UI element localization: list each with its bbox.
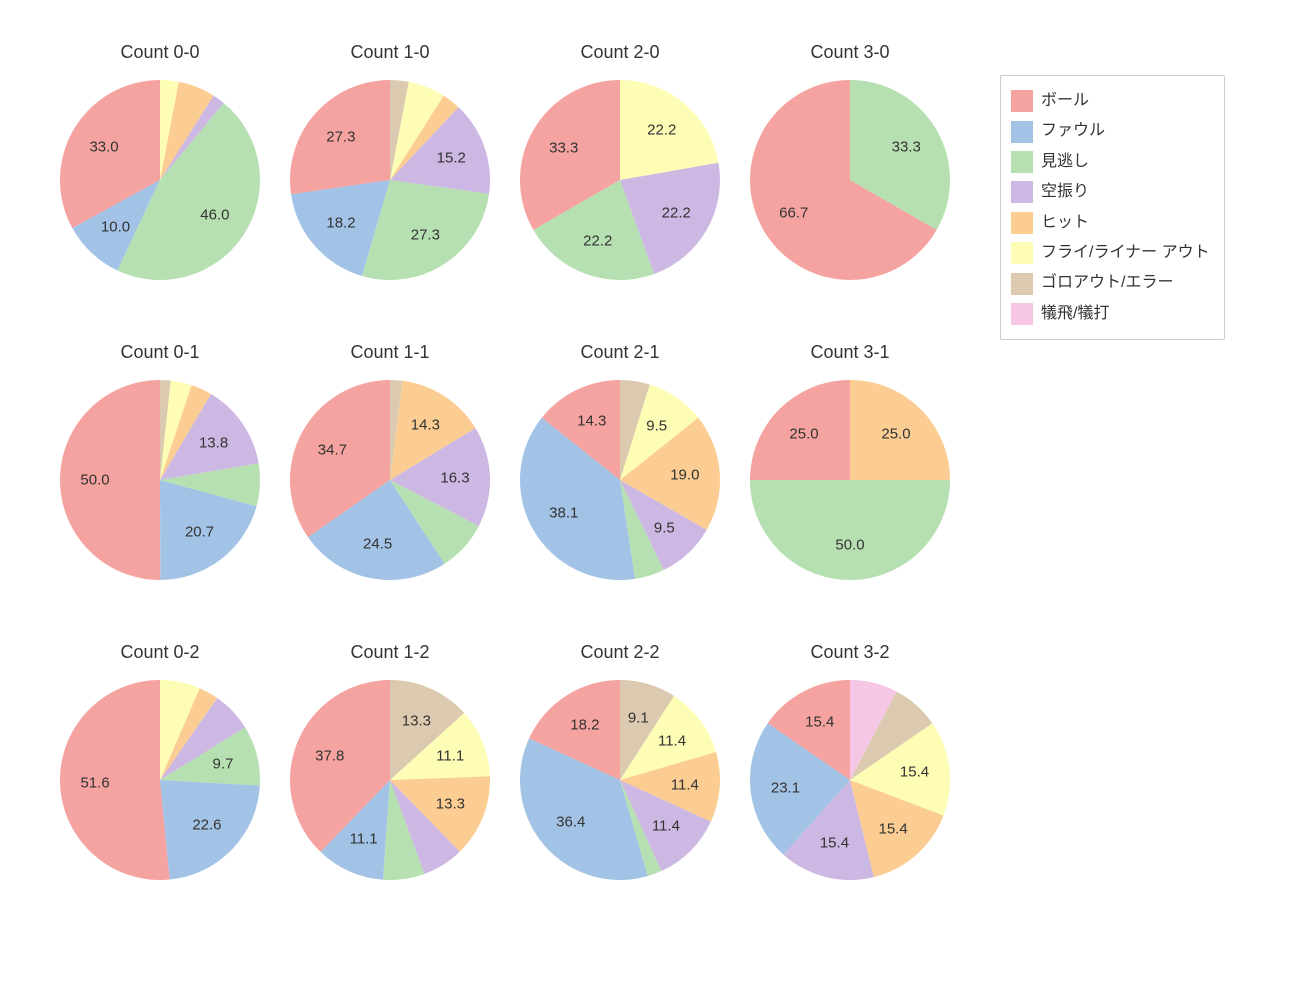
pie-slice-label: 14.3 — [411, 417, 440, 434]
pie-slice-look — [750, 480, 950, 580]
pie-slice-label: 50.0 — [80, 472, 109, 489]
figure: Count 0-0 33.0 10.0 46.0 Count 1-0 27.3 18.2 27… — [0, 0, 1300, 1000]
chart-title: Count 1-0 — [280, 42, 500, 63]
chart-title: Count 2-1 — [510, 342, 730, 363]
pie-slice-label: 14.3 — [577, 413, 606, 430]
pie-slice-label: 50.0 — [835, 537, 864, 554]
legend-label: ボール — [1041, 86, 1089, 116]
pie-slice-label: 11.4 — [652, 818, 680, 835]
pie-slice-label: 19.0 — [670, 467, 699, 484]
pie-slice-label: 18.2 — [326, 214, 355, 231]
legend-item: 空振り — [1011, 177, 1210, 207]
pie-slice-label: 33.3 — [549, 139, 578, 156]
legend-swatch — [1011, 242, 1033, 264]
pie-chart — [750, 80, 950, 280]
pie-slice-label: 38.1 — [549, 504, 578, 521]
pie-slice-label: 46.0 — [200, 206, 229, 223]
pie-slice-label: 22.6 — [192, 816, 221, 833]
pie-slice-label: 11.1 — [436, 747, 464, 764]
legend-swatch — [1011, 151, 1033, 173]
chart-title: Count 1-1 — [280, 342, 500, 363]
pie-slice-label: 9.7 — [213, 755, 234, 772]
legend-label: 犠飛/犠打 — [1041, 299, 1109, 329]
legend-swatch — [1011, 273, 1033, 295]
pie-slice-label: 13.8 — [199, 435, 228, 452]
chart-title: Count 0-2 — [50, 642, 270, 663]
pie-chart — [290, 680, 490, 880]
pie-slice-label: 33.3 — [892, 139, 921, 156]
pie-slice-label: 15.4 — [900, 764, 929, 781]
chart-title: Count 3-2 — [740, 642, 960, 663]
pie-slice-label: 24.5 — [363, 535, 392, 552]
pie-slice-label: 15.2 — [437, 150, 466, 167]
legend-label: フライ/ライナー アウト — [1041, 238, 1210, 268]
pie-slice-label: 23.1 — [771, 779, 800, 796]
legend-swatch — [1011, 181, 1033, 203]
legend-swatch — [1011, 121, 1033, 143]
chart-title: Count 0-1 — [50, 342, 270, 363]
pie-chart — [60, 80, 260, 280]
pie-slice-label: 11.1 — [350, 831, 378, 848]
pie-slice-ball — [60, 380, 160, 580]
pie-slice-label: 27.3 — [411, 226, 440, 243]
pie-slice-label: 22.2 — [662, 204, 691, 221]
pie-chart — [290, 80, 490, 280]
pie-slice-label: 10.0 — [101, 219, 130, 236]
pie-slice-label: 11.4 — [671, 776, 699, 793]
legend: ボールファウル見逃し空振りヒットフライ/ライナー アウトゴロアウト/エラー犠飛/… — [1000, 75, 1225, 340]
pie-slice-label: 27.3 — [326, 129, 355, 146]
pie-slice-label: 9.5 — [646, 418, 667, 435]
legend-item: ボール — [1011, 86, 1210, 116]
legend-label: ファウル — [1041, 116, 1105, 146]
pie-slice-label: 13.3 — [402, 712, 431, 729]
legend-label: 見逃し — [1041, 147, 1089, 177]
pie-slice-label: 37.8 — [315, 747, 344, 764]
chart-title: Count 3-0 — [740, 42, 960, 63]
legend-item: ゴロアウト/エラー — [1011, 268, 1210, 298]
pie-slice-label: 51.6 — [80, 775, 109, 792]
legend-label: 空振り — [1041, 177, 1089, 207]
legend-item: 犠飛/犠打 — [1011, 299, 1210, 329]
pie-slice-label: 15.4 — [878, 820, 907, 837]
pie-slice-label: 16.3 — [440, 469, 469, 486]
pie-slice-label: 15.4 — [820, 835, 849, 852]
pie-slice-label: 34.7 — [318, 441, 347, 458]
pie-slice-label: 22.2 — [583, 233, 612, 250]
pie-slice-label: 9.1 — [628, 709, 649, 726]
pie-slice-label: 22.2 — [647, 122, 676, 139]
legend-item: フライ/ライナー アウト — [1011, 238, 1210, 268]
legend-item: 見逃し — [1011, 147, 1210, 177]
pie-slice-label: 25.0 — [881, 426, 910, 443]
legend-item: ファウル — [1011, 116, 1210, 146]
pie-slice-label: 11.4 — [658, 733, 686, 750]
pie-slice-label: 33.0 — [89, 138, 118, 155]
pie-chart — [520, 80, 720, 280]
pie-slice-label: 66.7 — [779, 204, 808, 221]
chart-title: Count 3-1 — [740, 342, 960, 363]
pie-slice-label: 20.7 — [185, 523, 214, 540]
pie-slice-label: 36.4 — [556, 814, 585, 831]
chart-title: Count 1-2 — [280, 642, 500, 663]
legend-swatch — [1011, 212, 1033, 234]
pie-slice-label: 25.0 — [789, 426, 818, 443]
legend-item: ヒット — [1011, 208, 1210, 238]
pie-slice-label: 9.5 — [654, 519, 675, 536]
chart-title: Count 0-0 — [50, 42, 270, 63]
pie-slice-label: 15.4 — [805, 714, 834, 731]
pie-slice-label: 18.2 — [570, 717, 599, 734]
pie-slice-label: 13.3 — [436, 796, 465, 813]
chart-title: Count 2-0 — [510, 42, 730, 63]
legend-swatch — [1011, 90, 1033, 112]
pie-slice-ball — [60, 680, 170, 880]
legend-label: ヒット — [1041, 208, 1089, 238]
legend-label: ゴロアウト/エラー — [1041, 268, 1173, 298]
chart-title: Count 2-2 — [510, 642, 730, 663]
legend-swatch — [1011, 303, 1033, 325]
